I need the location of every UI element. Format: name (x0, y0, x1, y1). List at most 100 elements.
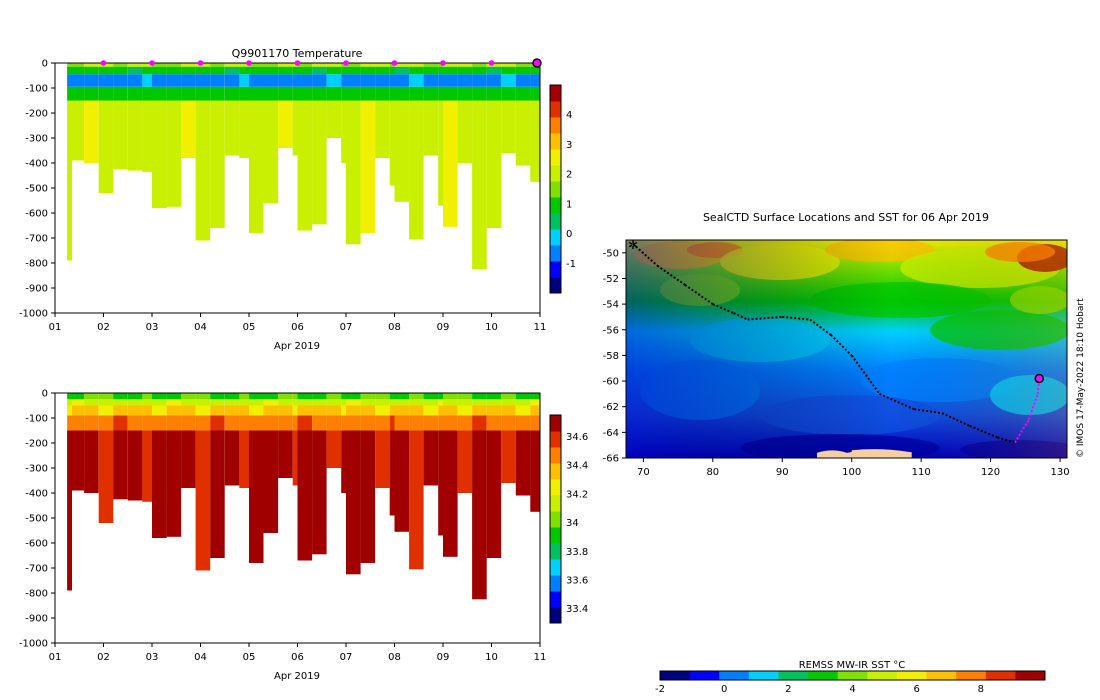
temperature-profile-cell (195, 86, 211, 101)
temperature-x-tick-label: 07 (340, 322, 353, 333)
temperature-profile-cell (346, 66, 361, 75)
salinity-y-tick-label: -1000 (19, 639, 48, 650)
temperature-profile-cell (181, 74, 196, 87)
salinity-profile-cell (67, 415, 72, 431)
temperature-profile-cell (530, 66, 540, 75)
temperature-profile-cell (249, 86, 264, 101)
salinity-x-tick-label: 02 (97, 652, 110, 663)
salinity-profile-cell (389, 399, 395, 406)
temperature-profile-cell (326, 74, 342, 87)
salinity-profile-cell (443, 393, 458, 400)
temperature-profile-cell (326, 100, 342, 138)
salinity-profile-cell (341, 415, 346, 431)
temperature-profile-cell (486, 66, 502, 75)
salinity-profile-cell (113, 393, 128, 400)
temperature-profile-cell (409, 66, 424, 75)
salinity-colorbar-segment (550, 511, 561, 528)
temperature-colorbar-segment (550, 213, 561, 230)
temperature-surface-markers (100, 58, 542, 68)
salinity-profile-cell (297, 405, 313, 416)
temperature-colorbar-segment (550, 229, 561, 246)
salinity-profile-cell (346, 415, 361, 431)
temperature-colorbar-tick-label: -1 (566, 259, 576, 270)
salinity-profile-cell (224, 415, 240, 431)
salinity-profile-cell (98, 399, 114, 406)
salinity-colorbar-tick-label: 33.6 (566, 575, 588, 586)
sst-colorbar-tick-label: 6 (913, 684, 919, 695)
salinity-profile-cell (224, 405, 240, 416)
antarctic-land (816, 449, 912, 458)
salinity-colorbar-segment (550, 527, 561, 544)
salinity-profile-cell (84, 393, 99, 400)
salinity-data-area (67, 393, 540, 600)
temperature-profile-cell (375, 63, 390, 67)
surface-marker (391, 60, 398, 66)
surface-marker (197, 60, 204, 66)
sst-map (626, 240, 1067, 458)
temperature-chart-title: Q9901170 Temperature (232, 47, 363, 60)
salinity-profile-cell (423, 399, 439, 406)
sst-colorbar-tick-label: 0 (721, 684, 727, 695)
salinity-profile-cell (113, 399, 128, 406)
temperature-profile-cell (341, 100, 346, 163)
temperature-profile-cell (341, 63, 346, 67)
temperature-y-tick-label: -800 (25, 259, 48, 270)
surface-marker (343, 60, 349, 66)
salinity-profile-cell (360, 405, 376, 416)
salinity-profile-cell (375, 399, 390, 406)
track-segment (969, 425, 998, 439)
surface-marker (488, 60, 495, 66)
temperature-profile-cell (292, 86, 298, 101)
temperature-profile-cell (375, 86, 390, 101)
map-x-tick-label: 90 (776, 467, 789, 478)
temperature-profile-cell (127, 74, 143, 87)
temperature-profile-cell (394, 86, 410, 101)
temperature-y-tick-label: -100 (25, 84, 48, 95)
temperature-profile-cell (438, 74, 443, 87)
temperature-profile-cell (360, 86, 376, 101)
temperature-profile-cell (98, 100, 114, 193)
salinity-profile-cell (166, 393, 182, 400)
sst-colorbar-tick-label: 4 (849, 684, 855, 695)
salinity-y-tick-label: -100 (25, 414, 48, 425)
temperature-profile-cell (341, 66, 346, 75)
temperature-profile-cell (72, 86, 85, 101)
map-y-tick-label: -52 (603, 274, 619, 285)
map-y-tick-label: -62 (603, 402, 619, 413)
salinity-y-tick-label: -800 (25, 589, 48, 600)
salinity-profile-cell (341, 399, 346, 406)
salinity-colorbar-segment (550, 431, 561, 448)
salinity-profile-cell (472, 430, 487, 600)
temperature-profile-cell (166, 74, 182, 87)
temperature-colorbar-tick-label: 2 (566, 170, 572, 181)
temperature-profile-cell (292, 63, 298, 67)
temperature-profile-cell (297, 100, 313, 231)
salinity-profile-cell (515, 430, 531, 496)
track-segment (656, 264, 686, 286)
salinity-y-tick-label: -600 (25, 539, 48, 550)
temperature-colorbar-segment (550, 117, 561, 134)
temperature-profile-cell (72, 66, 85, 75)
temperature-y-axis: 0 -100 -200 -300 -400 -500 -600 -700 -800 -900 -10… (19, 59, 55, 320)
salinity-x-tick-label: 04 (194, 652, 207, 663)
temperature-profile-cell (443, 100, 458, 227)
salinity-profile-cell (263, 405, 279, 416)
salinity-profile-cell (486, 393, 502, 400)
temperature-profile-cell (409, 86, 424, 101)
temperature-profile-cell (312, 100, 327, 225)
temperature-profile-cell (292, 66, 298, 75)
sst-colorbar-segment (778, 671, 809, 680)
temperature-profile-cell (443, 86, 458, 101)
salinity-profile-cell (166, 399, 182, 406)
salinity-profile-cell (127, 393, 143, 400)
temperature-profile-cell (530, 86, 540, 101)
temperature-profile-cell (195, 66, 211, 75)
salinity-colorbar-segment (550, 575, 561, 592)
salinity-profile-cell (438, 405, 443, 416)
temperature-profile-cell (239, 86, 249, 101)
salinity-profile-cell (389, 393, 395, 400)
salinity-profile-cell (181, 405, 196, 416)
temperature-profile-cell (113, 100, 128, 170)
salinity-profile-cell (292, 430, 298, 486)
track-segment (830, 334, 853, 357)
